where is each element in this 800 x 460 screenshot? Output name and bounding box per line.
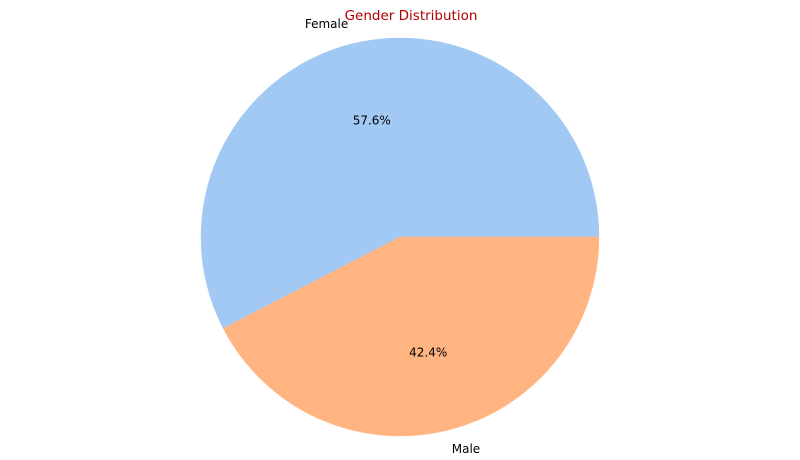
slice-label: Female (305, 17, 348, 31)
chart-title: Gender Distribution (345, 8, 478, 24)
pie-slice (200, 37, 600, 329)
slice-label: Male (452, 442, 480, 456)
percent-label: 57.6% (353, 113, 391, 127)
percent-label: 42.4% (409, 346, 447, 360)
pie-slice (222, 236, 600, 437)
